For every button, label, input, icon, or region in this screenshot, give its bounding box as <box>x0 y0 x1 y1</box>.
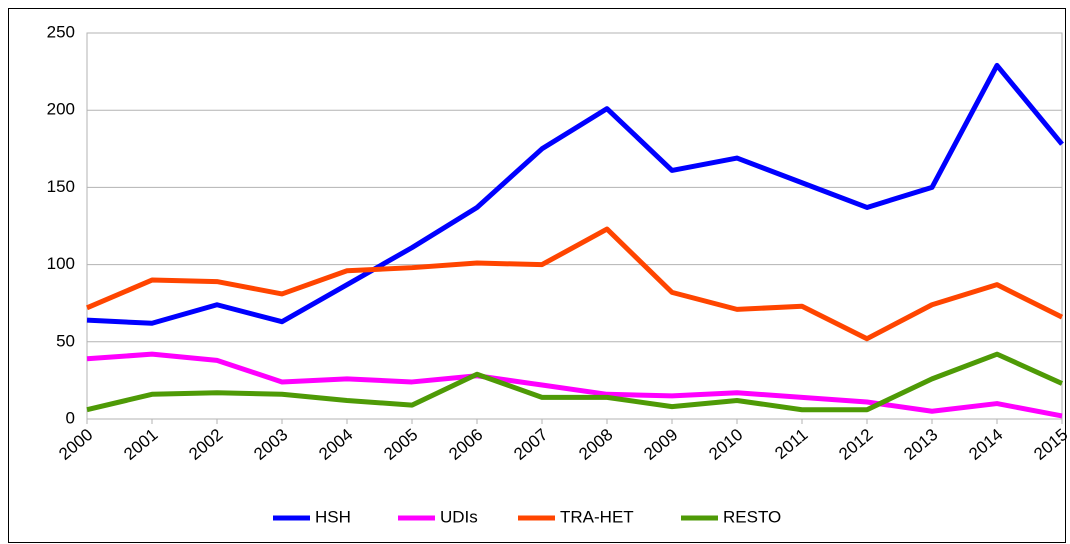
x-tick-label: 2012 <box>835 425 876 464</box>
x-tick-label: 2007 <box>510 425 551 464</box>
y-tick-label: 0 <box>66 408 75 427</box>
series-line <box>86 62 1064 326</box>
series-line <box>86 351 1064 413</box>
x-tick-label: 2005 <box>380 425 421 464</box>
y-tick-label: 100 <box>47 254 75 273</box>
x-tick-label: 2011 <box>771 425 811 463</box>
x-tick-label: 2008 <box>575 425 616 464</box>
legend-label: RESTO <box>723 507 781 526</box>
legend-label: TRA-HET <box>560 507 634 526</box>
y-tick-label: 250 <box>47 22 75 41</box>
x-tick-label: 2004 <box>315 425 356 464</box>
x-tick-label: 2014 <box>965 425 1006 464</box>
x-tick-label: 2009 <box>640 425 681 464</box>
y-tick-label: 150 <box>47 177 75 196</box>
y-tick-label: 50 <box>56 331 75 350</box>
x-tick-label: 2000 <box>55 425 96 464</box>
x-tick-label: 2001 <box>120 425 161 464</box>
x-tick-label: 2010 <box>705 425 746 464</box>
series-line <box>86 226 1064 342</box>
legend-label: UDIs <box>440 507 478 526</box>
y-tick-label: 200 <box>47 100 75 119</box>
legend-label: HSH <box>315 507 351 526</box>
series-line <box>86 351 1063 419</box>
x-tick-label: 2015 <box>1030 425 1070 464</box>
chart-border <box>8 8 1066 543</box>
x-tick-label: 2003 <box>250 425 291 464</box>
x-tick-label: 2006 <box>445 425 486 464</box>
x-tick-label: 2002 <box>185 425 226 464</box>
plot-border <box>86 32 1063 420</box>
x-tick-label: 2013 <box>900 425 941 464</box>
